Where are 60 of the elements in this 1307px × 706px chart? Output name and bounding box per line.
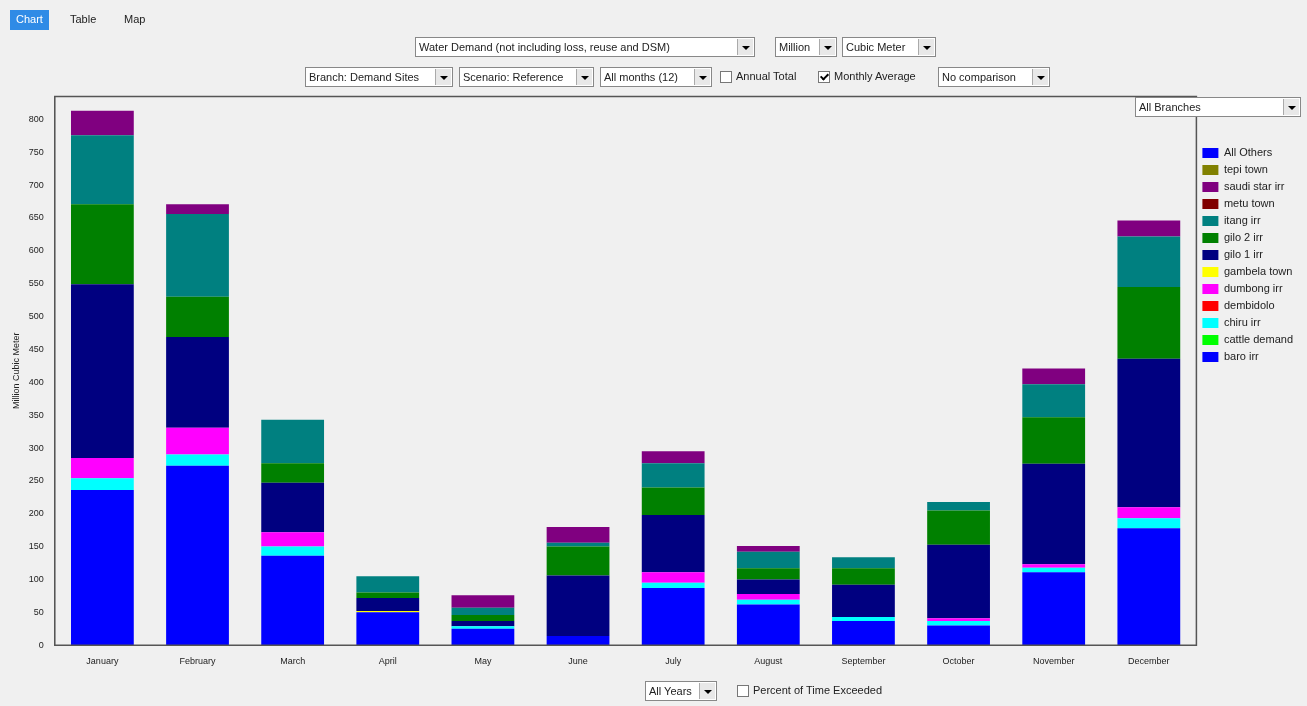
x-tick-label: August [754, 656, 783, 667]
y-tick-label: 750 [28, 146, 44, 157]
legend-label: metu town [1223, 196, 1275, 209]
y-axis-title: Million Cubic Meter [10, 332, 21, 410]
dropdown-field: All months (12) [600, 67, 712, 87]
dropdown-field: Scenario: Reference [459, 67, 594, 87]
y-tick-label: 400 [28, 376, 44, 387]
dropdown-field: Water Demand (not including loss, reuse and DSM) [415, 37, 755, 57]
y-tick-label: 800 [28, 113, 44, 124]
y-tick-label: 550 [28, 278, 44, 289]
y-tick-label: 250 [28, 475, 44, 486]
legend-label: tepi town [1223, 162, 1268, 175]
x-tick-label: July [665, 656, 682, 667]
x-tick-label: June [568, 656, 588, 667]
text: Chart [16, 13, 43, 25]
y-tick-label: 450 [28, 343, 44, 354]
text: Map [124, 13, 146, 25]
legend-label: gilo 2 irr [1223, 230, 1264, 243]
legend-label: gilo 1 irr [1223, 247, 1264, 260]
dropdown-field: Million [775, 37, 837, 57]
x-tick-label: March [280, 656, 306, 667]
x-tick-label: April [378, 656, 397, 667]
y-tick-label: 200 [28, 508, 44, 519]
y-tick-label: 350 [28, 409, 44, 420]
y-tick-label: 300 [28, 442, 44, 453]
y-tick-label: 500 [28, 311, 44, 322]
annotation: All Branches [1139, 101, 1201, 113]
legend-label: baro irr [1223, 349, 1260, 362]
x-tick-label: November [1032, 656, 1075, 667]
legend-label: itang irr [1223, 213, 1261, 226]
text: Table [70, 13, 97, 25]
dropdown-field: Cubic Meter [842, 37, 936, 57]
y-tick-label: 650 [28, 212, 44, 223]
y-tick-label: 0 [38, 639, 44, 650]
dropdown-field: No comparison [938, 67, 1050, 87]
x-tick-label: May [474, 656, 492, 667]
text: Annual Total [736, 70, 797, 82]
y-tick-label: 100 [28, 573, 44, 584]
legend-label: All Others [1223, 145, 1273, 158]
dropdown-field: All Branches [1135, 97, 1301, 117]
y-tick-label: 50 [33, 606, 44, 617]
legend-label: gambela town [1223, 264, 1293, 277]
y-tick-label: 150 [28, 541, 44, 552]
x-tick-label: December [1128, 656, 1170, 667]
x-tick-label: January [86, 656, 119, 667]
chart-title: Water Demand (not including loss, reuse and DSM) [419, 41, 670, 53]
legend-label: dumbong irr [1223, 281, 1283, 294]
x-tick-label: September [841, 656, 886, 667]
legend-label: saudi star irr [1223, 179, 1285, 192]
text: Percent of Time Exceeded [753, 684, 883, 696]
legend-label: dembidolo [1223, 298, 1275, 311]
legend-label: chiru irr [1223, 315, 1261, 328]
text: Monthly Average [834, 70, 916, 82]
legend-label: cattle demand [1223, 332, 1294, 345]
x-tick-label: October [942, 656, 975, 667]
y-tick-label: 600 [28, 245, 44, 256]
dropdown-field: All Years [645, 681, 717, 701]
y-tick-label: 700 [28, 179, 44, 190]
x-tick-label: February [179, 656, 217, 667]
dropdown-field: Branch: Demand Sites [305, 67, 453, 87]
